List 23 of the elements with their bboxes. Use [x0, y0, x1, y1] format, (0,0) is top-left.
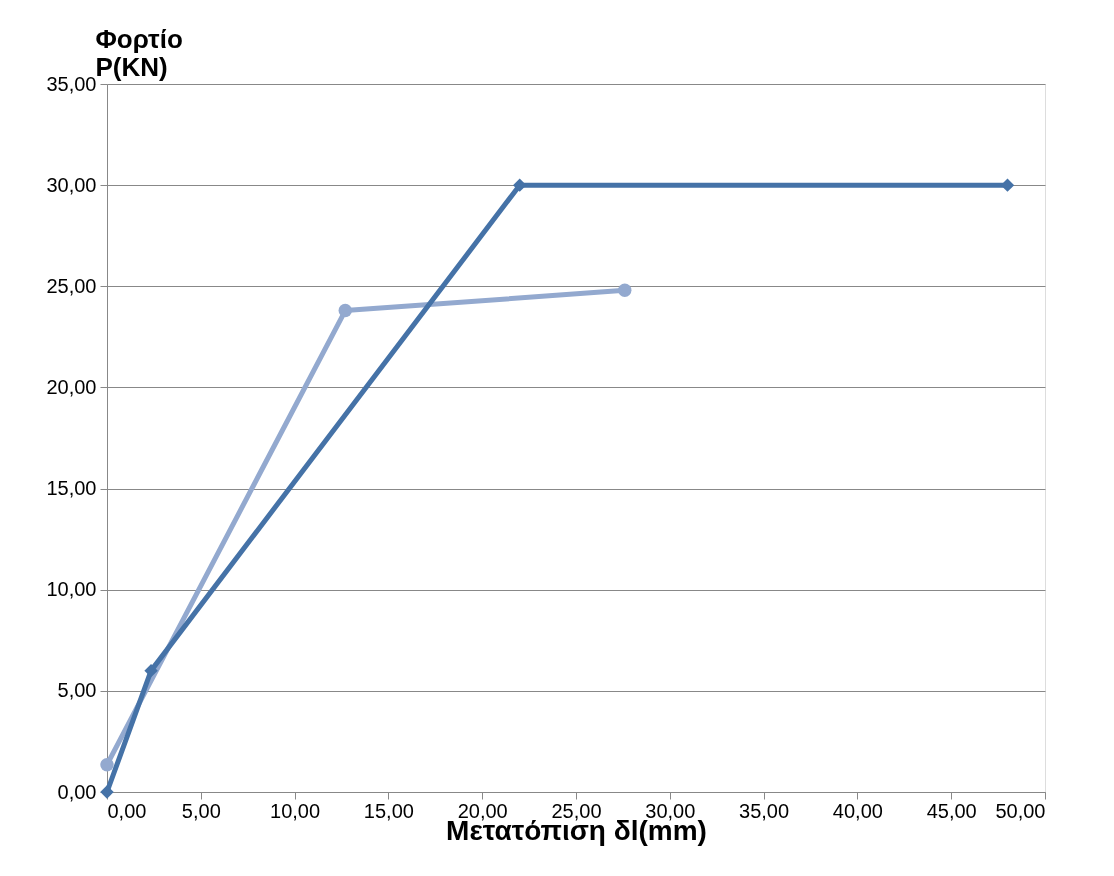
y-tick-label: 5,00	[57, 679, 97, 702]
x-tick-label: 45,00	[926, 799, 977, 822]
point	[100, 758, 114, 772]
y-tick-label: 10,00	[46, 578, 97, 601]
point	[513, 178, 527, 192]
point	[338, 303, 352, 318]
point	[618, 283, 632, 298]
y-tick-label: 15,00	[46, 477, 97, 500]
point	[144, 663, 158, 678]
y-tick-label: 25,00	[46, 274, 97, 297]
y-axis-title: Φορτίο P(KN)	[95, 23, 183, 82]
x-tick-label: 50,00	[995, 799, 1046, 822]
y-tick-label: 0,00	[57, 780, 97, 803]
y-tick-label: 35,00	[46, 72, 97, 95]
x-tick-label: 15,00	[363, 799, 414, 822]
y-tick-label: 20,00	[46, 375, 97, 398]
x-tick-label: 5,00	[181, 799, 221, 822]
y-tick-label: 30,00	[46, 173, 97, 196]
x-tick-label: 35,00	[739, 799, 790, 822]
x-tick-label: 25,00	[551, 799, 602, 822]
x-tick-label: 10,00	[270, 799, 321, 822]
x-tick-label: 0,00	[107, 799, 147, 822]
x-tick-label: 40,00	[832, 799, 883, 822]
